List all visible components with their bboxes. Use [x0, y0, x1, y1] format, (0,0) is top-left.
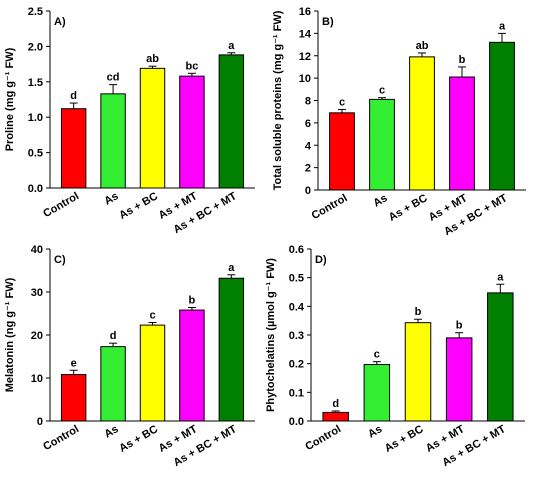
x-tick-label: As: [371, 192, 389, 209]
significance-label: c: [339, 96, 345, 108]
y-tick-label: 0.1: [289, 387, 304, 399]
y-tick-label: 0.2: [289, 359, 304, 371]
panel-label: B): [322, 16, 334, 28]
y-tick-label: 0: [305, 185, 311, 197]
bar-as-mt: [179, 75, 205, 189]
y-tick-label: 10: [31, 373, 43, 385]
bar-as-bc-mt: [218, 277, 245, 422]
significance-label: c: [379, 85, 385, 97]
y-tick-label: 16: [299, 6, 311, 18]
significance-label: d: [332, 398, 339, 410]
y-tick-label: 14: [299, 28, 312, 40]
y-tick-label: 0.5: [28, 148, 43, 160]
significance-label: c: [374, 349, 380, 361]
bar-as-bc: [139, 324, 166, 422]
bar-as: [100, 346, 126, 422]
x-tick-label: Control: [41, 423, 81, 453]
significance-label: ab: [146, 53, 159, 65]
significance-label: a: [228, 262, 235, 274]
bar-as: [369, 98, 395, 191]
y-tick-label: 0.0: [28, 183, 43, 195]
y-tick-label: 2.0: [28, 41, 43, 53]
x-tick-label: As: [102, 423, 120, 440]
y-axis-label: Proline (mg g⁻¹ FW): [4, 47, 16, 151]
bar-as-mt: [179, 309, 205, 422]
y-tick-label: 0.5: [289, 273, 304, 285]
bar-as-bc: [139, 67, 166, 189]
bar-control: [60, 108, 87, 189]
y-tick-label: 1.5: [28, 77, 43, 89]
y-tick-label: 1.0: [28, 112, 43, 124]
y-tick-label: 12: [299, 51, 311, 63]
chart-panel-b: 0 2 4 6 8 10 12 14 16 Total soluble proteins (mg …: [272, 6, 526, 238]
significance-label: b: [459, 54, 466, 66]
y-tick-label: 0.3: [289, 330, 304, 342]
bar-as-bc-mt: [489, 41, 515, 191]
significance-label: a: [228, 40, 235, 52]
y-tick-label: 2: [305, 163, 311, 175]
significance-label: a: [497, 271, 504, 283]
significance-label: b: [189, 294, 196, 306]
bar-as-bc-mt: [487, 292, 514, 422]
y-tick-label: 0.4: [289, 301, 305, 313]
x-tick-label: Control: [303, 423, 343, 453]
significance-label: c: [149, 310, 155, 322]
y-tick-label: 20: [31, 330, 43, 342]
significance-label: b: [456, 320, 463, 332]
bar-as: [100, 93, 126, 189]
x-tick-label: As + BC: [387, 192, 430, 224]
panel-label: C): [54, 254, 66, 266]
significance-label: d: [110, 330, 117, 342]
chart-panel-d: 0.0 0.1 0.2 0.3 0.4 0.5 0.6 Phytochelatins (µmo…: [265, 244, 525, 469]
x-tick-label: Control: [310, 192, 350, 222]
significance-label: bc: [186, 60, 199, 72]
significance-label: e: [71, 357, 77, 369]
significance-label: cd: [107, 72, 120, 84]
bar-as: [363, 364, 391, 422]
y-tick-label: 0: [37, 416, 43, 428]
x-tick-label: As + BC: [117, 190, 160, 222]
significance-label: a: [499, 20, 506, 32]
chart-panel-c: 0 10 20 30 40 Melatonin (ng g⁻¹ FW) C) e Control…: [4, 244, 255, 469]
y-tick-label: 4: [305, 140, 312, 152]
panel-label: D): [315, 254, 327, 266]
y-tick-label: 8: [305, 96, 311, 108]
significance-label: d: [70, 90, 77, 102]
y-tick-label: 2.5: [28, 6, 43, 18]
bar-control: [329, 112, 355, 191]
bar-control: [322, 411, 349, 422]
y-tick-label: 30: [31, 287, 43, 299]
y-tick-label: 0.0: [289, 416, 304, 428]
significance-label: b: [415, 306, 422, 318]
x-tick-label: As + BC: [383, 423, 426, 455]
bar-as-bc-mt: [218, 54, 245, 189]
bar-as-bc: [404, 322, 432, 422]
x-tick-label: As: [102, 190, 120, 207]
x-tick-label: As: [366, 423, 384, 440]
significance-label: ab: [416, 40, 429, 52]
chart-panel-a: 0.0 0.5 1.0 1.5 2.0 2.5 Proline (mg g⁻¹ FW) A) d…: [4, 6, 255, 236]
x-tick-label: Control: [41, 190, 81, 220]
y-tick-label: 10: [299, 73, 311, 85]
y-axis-label: Melatonin (ng g⁻¹ FW): [4, 277, 16, 392]
y-axis-label: Phytochelatins (µmol g⁻¹ FW): [265, 258, 277, 412]
bar-control: [60, 374, 87, 422]
bar-as-bc: [409, 56, 435, 191]
y-axis-label: Total soluble proteins (mg g⁻¹ FW): [272, 10, 284, 190]
x-tick-label: As + BC: [117, 423, 160, 455]
bar-as-mt: [445, 337, 473, 422]
y-tick-label: 40: [31, 244, 43, 256]
bar-as-mt: [449, 76, 475, 191]
y-tick-label: 6: [305, 118, 311, 130]
y-tick-label: 0.6: [289, 244, 304, 256]
panel-label: A): [54, 16, 66, 28]
